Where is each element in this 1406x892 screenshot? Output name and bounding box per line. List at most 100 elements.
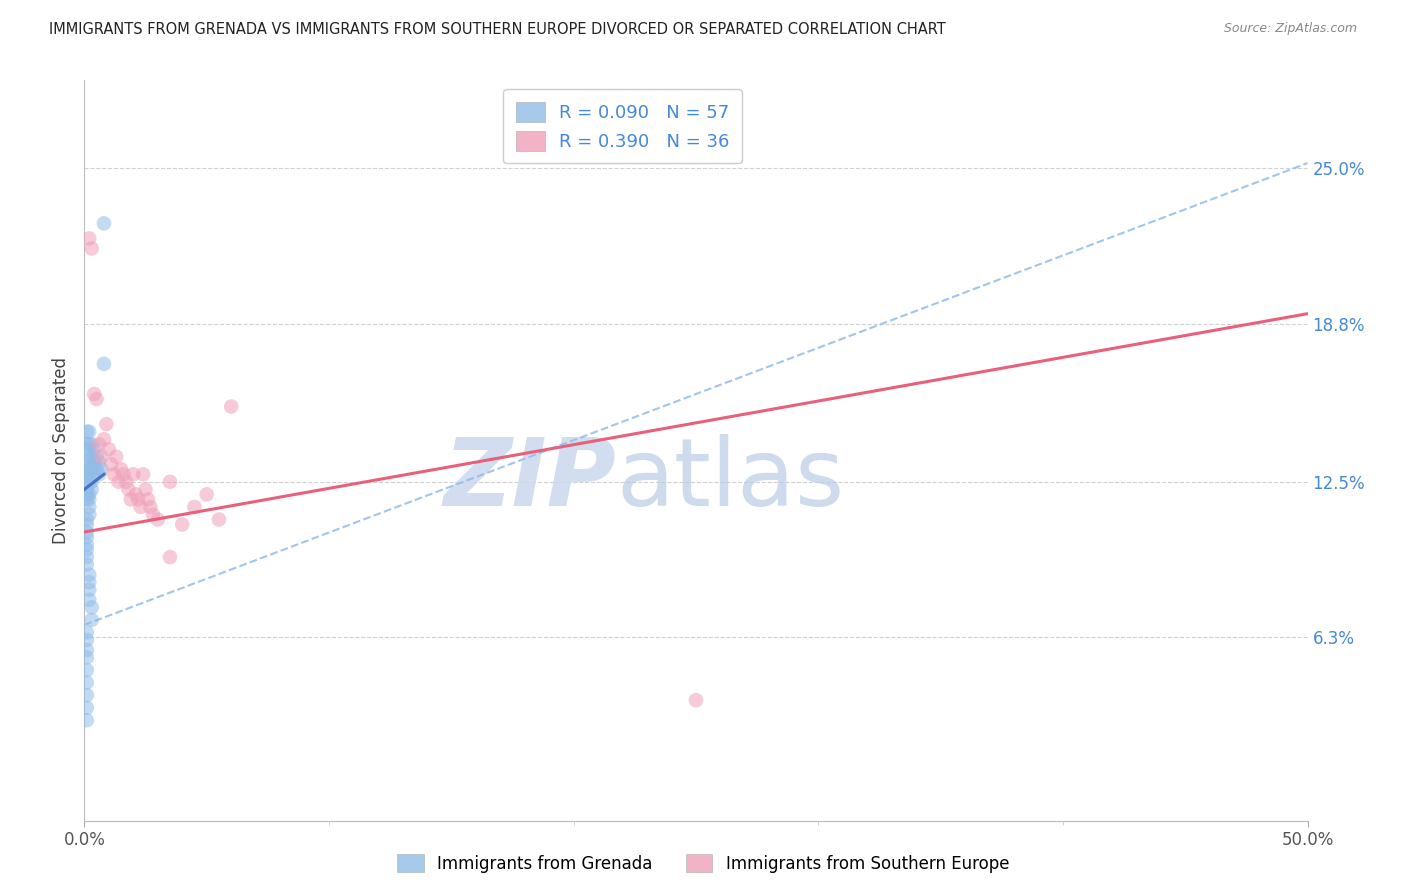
Point xyxy=(76,483,98,497)
Point xyxy=(136,492,159,507)
Point xyxy=(110,462,132,476)
Point xyxy=(76,492,98,507)
Point xyxy=(76,530,98,544)
Point xyxy=(87,467,110,482)
Point xyxy=(93,357,115,371)
Point xyxy=(76,542,98,557)
Point xyxy=(76,467,98,482)
Point xyxy=(80,475,103,489)
Point xyxy=(76,550,98,565)
Point xyxy=(77,231,100,245)
Point xyxy=(77,582,100,597)
Point xyxy=(77,462,100,476)
Point xyxy=(115,475,138,489)
Point xyxy=(685,693,707,707)
Y-axis label: Divorced or Separated: Divorced or Separated xyxy=(52,357,70,544)
Point xyxy=(103,467,125,482)
Point xyxy=(159,550,181,565)
Point xyxy=(77,425,100,439)
Point xyxy=(76,632,98,647)
Point xyxy=(77,508,100,522)
Point xyxy=(86,392,108,406)
Point xyxy=(77,437,100,451)
Point xyxy=(135,483,157,497)
Point xyxy=(76,512,98,526)
Point xyxy=(83,387,105,401)
Point xyxy=(122,467,145,482)
Point xyxy=(76,442,98,457)
Point xyxy=(83,455,105,469)
Point xyxy=(97,442,120,457)
Point xyxy=(76,650,98,665)
Point xyxy=(86,462,108,476)
Point xyxy=(159,475,181,489)
Point xyxy=(96,417,118,431)
Point xyxy=(77,487,100,501)
Point xyxy=(172,517,194,532)
Point xyxy=(127,492,149,507)
Point xyxy=(219,400,242,414)
Point xyxy=(76,688,98,702)
Point xyxy=(77,567,100,582)
Point xyxy=(80,600,103,615)
Point xyxy=(76,643,98,657)
Point xyxy=(80,613,103,627)
Point xyxy=(77,450,100,464)
Point xyxy=(112,467,135,482)
Point xyxy=(76,713,98,727)
Point xyxy=(77,475,100,489)
Point xyxy=(105,450,128,464)
Point xyxy=(86,450,108,464)
Point xyxy=(120,492,142,507)
Point xyxy=(83,442,105,457)
Point xyxy=(129,500,152,514)
Point xyxy=(87,455,110,469)
Point xyxy=(80,483,103,497)
Point xyxy=(76,475,98,489)
Point xyxy=(76,487,98,501)
Point xyxy=(76,675,98,690)
Point xyxy=(93,432,115,446)
Point xyxy=(80,242,103,256)
Point xyxy=(195,487,218,501)
Point xyxy=(142,508,165,522)
Point xyxy=(80,450,103,464)
Point xyxy=(139,500,162,514)
Point xyxy=(76,625,98,640)
Point xyxy=(76,462,98,476)
Point xyxy=(93,216,115,230)
Point xyxy=(76,425,98,439)
Point xyxy=(90,450,112,464)
Point xyxy=(83,467,105,482)
Point xyxy=(76,524,98,539)
Point xyxy=(125,487,148,501)
Legend: R = 0.090   N = 57, R = 0.390   N = 36: R = 0.090 N = 57, R = 0.390 N = 36 xyxy=(503,89,742,163)
Point xyxy=(183,500,205,514)
Legend: Immigrants from Grenada, Immigrants from Southern Europe: Immigrants from Grenada, Immigrants from… xyxy=(391,847,1015,880)
Point xyxy=(100,457,122,471)
Point xyxy=(77,500,100,514)
Text: atlas: atlas xyxy=(616,434,845,526)
Point xyxy=(107,475,129,489)
Point xyxy=(80,437,103,451)
Point xyxy=(146,512,169,526)
Text: IMMIGRANTS FROM GRENADA VS IMMIGRANTS FROM SOUTHERN EUROPE DIVORCED OR SEPARATED: IMMIGRANTS FROM GRENADA VS IMMIGRANTS FR… xyxy=(49,22,946,37)
Point xyxy=(132,467,155,482)
Point xyxy=(208,512,231,526)
Text: Source: ZipAtlas.com: Source: ZipAtlas.com xyxy=(1223,22,1357,36)
Point xyxy=(76,455,98,469)
Point xyxy=(76,700,98,714)
Point xyxy=(117,483,139,497)
Point xyxy=(80,462,103,476)
Point xyxy=(76,663,98,677)
Point xyxy=(77,592,100,607)
Text: ZIP: ZIP xyxy=(443,434,616,526)
Point xyxy=(76,517,98,532)
Point xyxy=(76,558,98,572)
Point xyxy=(90,462,112,476)
Point xyxy=(76,538,98,552)
Point xyxy=(76,437,98,451)
Point xyxy=(87,437,110,451)
Point xyxy=(77,575,100,590)
Point xyxy=(77,492,100,507)
